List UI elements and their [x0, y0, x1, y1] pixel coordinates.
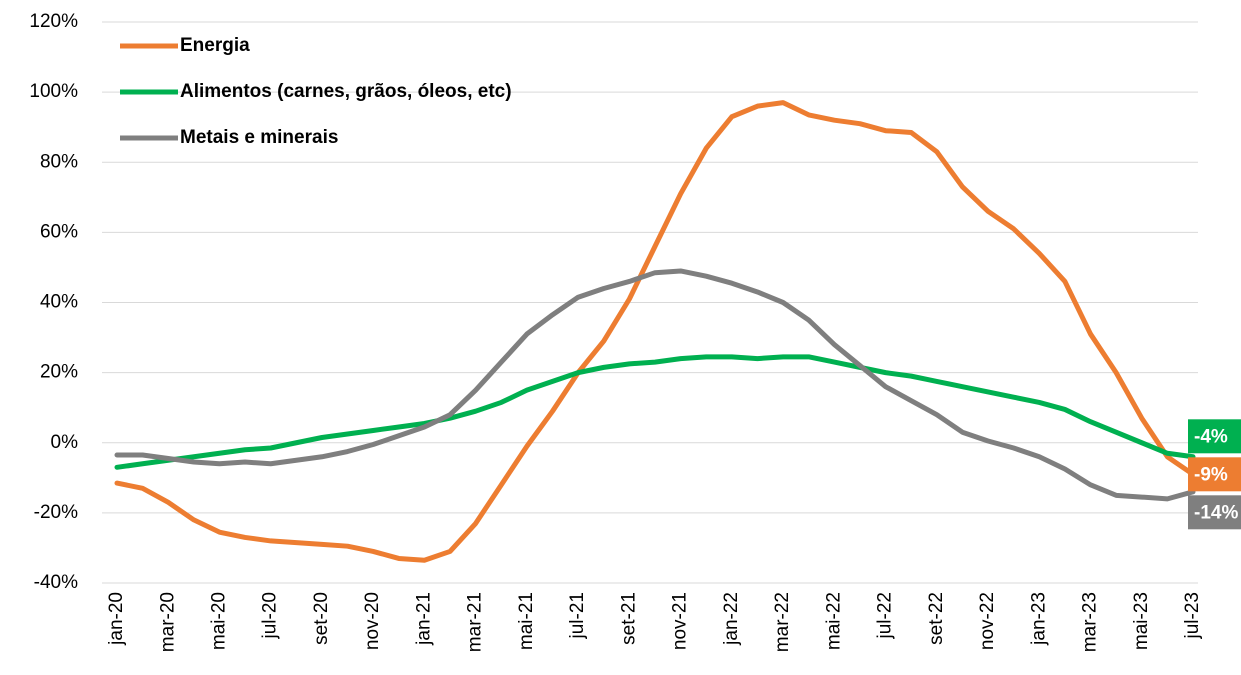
y-tick-label: 40% — [40, 292, 78, 313]
legend-label: Alimentos (carnes, grãos, óleos, etc) — [180, 81, 512, 102]
x-tick-label: jul-20 — [260, 592, 281, 639]
x-tick-label: jul-22 — [875, 592, 896, 639]
series-line — [114, 354, 1196, 470]
end-label-box — [1188, 457, 1241, 492]
end-label: -4% — [1194, 426, 1228, 447]
x-tick-label: jul-23 — [1182, 592, 1203, 639]
y-tick-label: 0% — [51, 432, 79, 453]
y-tick-label: 20% — [40, 362, 78, 383]
end-label: -14% — [1194, 502, 1238, 523]
end-label-box — [1188, 495, 1241, 530]
end-label-box — [1188, 419, 1241, 454]
legend-label: Energia — [180, 35, 250, 56]
x-tick-label: mar-21 — [465, 592, 486, 652]
x-tick-label: mai-20 — [208, 592, 229, 650]
y-tick-label: 80% — [40, 151, 78, 172]
x-tick-label: nov-21 — [670, 592, 691, 650]
x-tick-label: mai-21 — [516, 592, 537, 650]
x-tick-label: mar-20 — [157, 592, 178, 652]
legend-label: Metais e minerais — [180, 127, 338, 148]
x-tick-label: jan-20 — [106, 592, 127, 646]
x-tick-label: set-21 — [618, 592, 639, 645]
y-tick-label: 60% — [40, 221, 78, 242]
x-tick-label: mar-23 — [1080, 592, 1101, 652]
x-tick-label: mai-22 — [823, 592, 844, 650]
series-line — [114, 100, 1196, 563]
y-tick-label: -20% — [34, 502, 78, 523]
x-tick-label: mar-22 — [772, 592, 793, 652]
x-tick-label: set-20 — [311, 592, 332, 645]
x-tick-label: jul-21 — [567, 592, 588, 639]
y-tick-label: -40% — [34, 572, 78, 593]
x-tick-label: jan-23 — [1028, 592, 1049, 646]
end-label: -9% — [1194, 464, 1228, 485]
x-tick-label: set-22 — [926, 592, 947, 645]
x-tick-label: jan-22 — [721, 592, 742, 646]
x-tick-label: jan-21 — [413, 592, 434, 646]
series-line — [114, 268, 1196, 502]
x-tick-label: nov-20 — [362, 592, 383, 650]
y-tick-label: 120% — [29, 11, 78, 32]
x-tick-label: mai-23 — [1131, 592, 1152, 650]
x-tick-label: nov-22 — [977, 592, 998, 650]
y-tick-label: 100% — [29, 81, 78, 102]
